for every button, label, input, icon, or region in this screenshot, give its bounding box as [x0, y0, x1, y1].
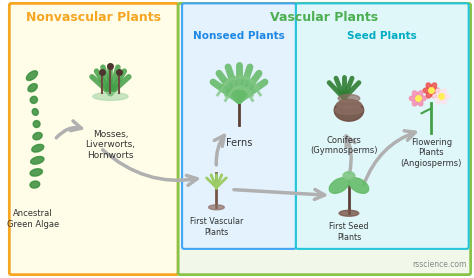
- Ellipse shape: [426, 91, 432, 98]
- Ellipse shape: [27, 71, 37, 80]
- Text: Ancestral
Green Algae: Ancestral Green Algae: [7, 209, 59, 229]
- Ellipse shape: [32, 144, 44, 152]
- FancyBboxPatch shape: [9, 3, 178, 275]
- Ellipse shape: [30, 169, 43, 176]
- Text: Flowering
Plants
(Angiosperms): Flowering Plants (Angiosperms): [401, 138, 462, 168]
- Ellipse shape: [343, 172, 355, 180]
- Ellipse shape: [349, 178, 369, 193]
- Ellipse shape: [93, 93, 128, 100]
- Text: Mosses,
Liverworts,
Hornworts: Mosses, Liverworts, Hornworts: [85, 130, 136, 160]
- Text: rsscience.com: rsscience.com: [412, 260, 467, 269]
- Ellipse shape: [433, 88, 440, 93]
- Ellipse shape: [334, 100, 364, 121]
- Text: First Seed
Plants: First Seed Plants: [329, 222, 369, 242]
- Text: Seed Plants: Seed Plants: [347, 31, 417, 41]
- Ellipse shape: [30, 96, 37, 103]
- Ellipse shape: [412, 100, 418, 106]
- Ellipse shape: [412, 91, 418, 97]
- Ellipse shape: [33, 132, 42, 140]
- Ellipse shape: [209, 205, 224, 210]
- FancyBboxPatch shape: [178, 3, 471, 275]
- Ellipse shape: [436, 89, 441, 95]
- Ellipse shape: [338, 95, 360, 102]
- Ellipse shape: [335, 106, 363, 114]
- Ellipse shape: [423, 88, 430, 93]
- Ellipse shape: [443, 94, 449, 99]
- FancyBboxPatch shape: [182, 3, 296, 249]
- Ellipse shape: [418, 91, 423, 97]
- Ellipse shape: [410, 96, 416, 101]
- Ellipse shape: [418, 100, 423, 106]
- Text: Conifers
(Gymnosperms): Conifers (Gymnosperms): [310, 136, 378, 155]
- Ellipse shape: [329, 178, 349, 193]
- Ellipse shape: [32, 109, 38, 115]
- Ellipse shape: [339, 210, 359, 216]
- Text: Nonseed Plants: Nonseed Plants: [193, 31, 285, 41]
- Ellipse shape: [431, 83, 437, 90]
- Text: First Vascular
Plants: First Vascular Plants: [190, 217, 243, 237]
- Text: Ferns: Ferns: [226, 138, 252, 148]
- Ellipse shape: [419, 96, 426, 101]
- Ellipse shape: [441, 98, 447, 104]
- Ellipse shape: [31, 157, 44, 164]
- Ellipse shape: [30, 181, 40, 188]
- Ellipse shape: [28, 84, 37, 92]
- Ellipse shape: [436, 98, 441, 104]
- Ellipse shape: [433, 94, 440, 99]
- Ellipse shape: [441, 89, 447, 95]
- Text: Vascular Plants: Vascular Plants: [270, 11, 378, 24]
- Ellipse shape: [426, 83, 432, 90]
- Ellipse shape: [431, 91, 437, 98]
- Ellipse shape: [337, 100, 361, 108]
- Text: Nonvascular Plants: Nonvascular Plants: [26, 11, 161, 24]
- FancyBboxPatch shape: [296, 3, 469, 249]
- Ellipse shape: [33, 121, 40, 128]
